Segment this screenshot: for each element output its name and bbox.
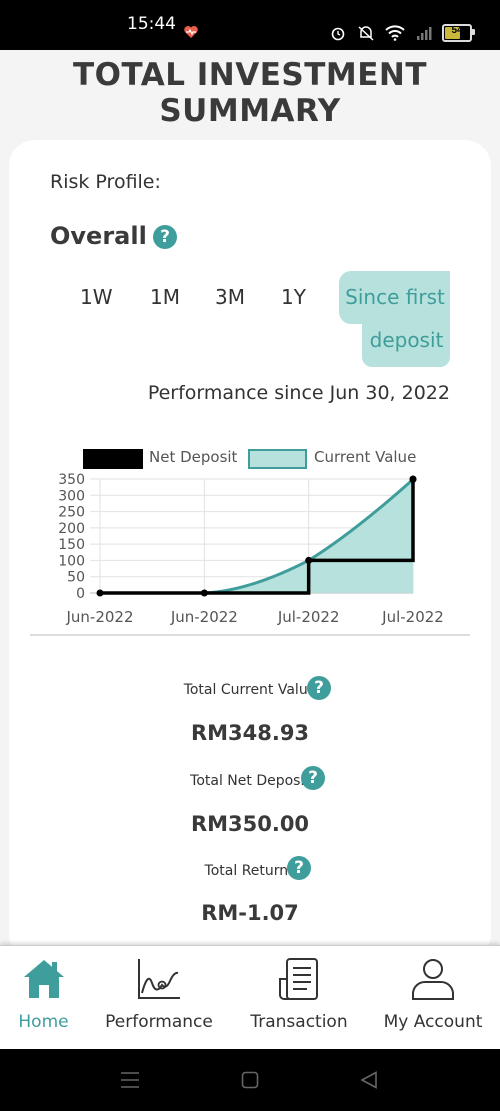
net-deposit-line xyxy=(100,479,415,595)
tab-since-first-deposit-line1: Since first xyxy=(345,285,445,309)
nav-my-account[interactable]: My Account xyxy=(380,946,486,1050)
status-bar: 15:44 54 xyxy=(0,0,500,50)
x-tick-label: Jul-2022 xyxy=(381,608,444,626)
legend-swatch-net-deposit xyxy=(83,449,143,469)
net-deposit-point xyxy=(96,589,104,597)
nav-home-label: Home xyxy=(18,1012,69,1032)
legend-label-current-value[interactable]: Current Value xyxy=(314,448,417,466)
section-title: Overall xyxy=(50,222,147,250)
total-returns-label-text: Total Returns xyxy=(204,863,296,879)
nav-my-account-label: My Account xyxy=(383,1012,483,1032)
document-icon xyxy=(279,958,318,1000)
nav-transaction-label: Transaction xyxy=(250,1012,348,1032)
total-net-deposit-label-text: Total Net Deposit xyxy=(190,773,310,789)
heart-icon xyxy=(184,26,198,38)
user-icon xyxy=(412,959,454,1000)
nav-transaction[interactable]: Transaction xyxy=(240,946,358,1050)
total-current-value-label-text: Total Current Value xyxy=(183,682,317,698)
y-tick-label: 150 xyxy=(58,537,85,553)
overall-help-icon[interactable]: ? xyxy=(153,225,177,249)
mute-icon xyxy=(358,26,374,41)
tab-1w[interactable]: 1W xyxy=(80,285,113,309)
nav-home[interactable]: Home xyxy=(0,946,87,1050)
page-title-line1: TOTAL INVESTMENT xyxy=(72,57,427,93)
tab-1m[interactable]: 1M xyxy=(150,285,180,309)
y-tick-label: 300 xyxy=(58,488,85,504)
alarm-icon xyxy=(331,27,345,41)
bottom-nav: Home Performance Transaction My Account xyxy=(0,945,500,1050)
legend-label-net-deposit[interactable]: Net Deposit xyxy=(149,448,238,466)
home-button-icon[interactable] xyxy=(241,1071,259,1089)
y-tick-label: 250 xyxy=(58,505,85,521)
system-nav-bar xyxy=(0,1049,500,1111)
y-tick-label: 200 xyxy=(58,521,85,537)
y-tick-label: 100 xyxy=(58,553,85,569)
net-deposit-point xyxy=(200,589,208,597)
net-deposit-point xyxy=(305,556,313,564)
total-current-value: RM348.93 xyxy=(190,721,310,745)
y-tick-label: 50 xyxy=(67,570,85,586)
signal-icon xyxy=(416,27,432,40)
current-value-point xyxy=(409,475,417,483)
net-deposit-help-icon[interactable]: ? xyxy=(301,766,325,790)
performance-since-text: Performance since Jun 30, 2022 xyxy=(147,382,450,404)
x-tick-label: Jun-2022 xyxy=(65,608,133,626)
total-returns-label: Total Returns xyxy=(0,863,500,879)
risk-profile-label: Risk Profile: xyxy=(50,171,161,193)
current-value-help-icon[interactable]: ? xyxy=(307,676,331,700)
tab-since-first-deposit-bg xyxy=(339,271,450,367)
y-tick-label: 350 xyxy=(58,472,85,488)
returns-help-icon[interactable]: ? xyxy=(287,856,311,880)
tab-3m[interactable]: 3M xyxy=(215,285,245,309)
x-tick-label: Jun-2022 xyxy=(170,608,238,626)
wifi-icon xyxy=(385,25,405,41)
status-icons: 54 xyxy=(324,24,475,42)
x-tick-label: Jul-2022 xyxy=(277,608,340,626)
battery-level: 54 xyxy=(451,25,463,36)
total-current-value-label: Total Current Value xyxy=(0,682,500,698)
battery-icon: 54 xyxy=(442,24,475,42)
nav-performance-label: Performance xyxy=(105,1012,213,1032)
divider xyxy=(30,634,470,636)
total-net-deposit-label: Total Net Deposit xyxy=(0,773,500,789)
tab-since-first-deposit-line2: deposit xyxy=(369,328,444,352)
page-title-line2: SUMMARY xyxy=(159,93,341,129)
nav-performance[interactable]: Performance xyxy=(100,946,218,1050)
back-icon[interactable] xyxy=(360,1071,378,1089)
menu-icon[interactable] xyxy=(120,1071,140,1089)
legend-swatch-current-value xyxy=(248,449,307,469)
total-net-deposit: RM350.00 xyxy=(190,812,310,836)
total-returns: RM-1.07 xyxy=(201,901,299,925)
home-icon xyxy=(23,960,64,998)
tab-1y[interactable]: 1Y xyxy=(281,285,306,309)
chart-icon xyxy=(138,959,180,999)
page-title: TOTAL INVESTMENT SUMMARY xyxy=(0,57,500,129)
current-value-area xyxy=(100,479,413,593)
y-tick-label: 0 xyxy=(76,586,85,602)
status-time: 15:44 xyxy=(127,14,176,34)
